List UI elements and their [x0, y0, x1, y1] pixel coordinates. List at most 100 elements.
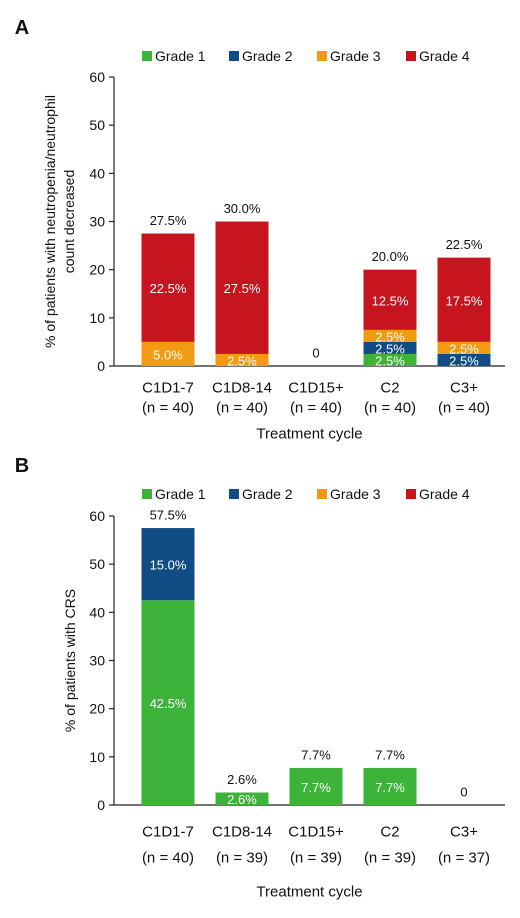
bar-total-label: 2.6%	[227, 772, 257, 787]
x-axis-title: Treatment cycle	[256, 426, 362, 443]
legend-label-grade-2: Grade 2	[242, 48, 293, 64]
bar-total-label: 22.5%	[446, 237, 483, 252]
bar-segment	[363, 353, 417, 366]
x-tick-n-label: (n = 40)	[142, 850, 194, 867]
panel-label: A	[15, 17, 29, 39]
panel-a: A Grade 1 Grade 2 Grade 3 Grade 4 0 10 20 30 40 50…	[15, 17, 505, 443]
x-tick-n-label: (n = 40)	[142, 400, 194, 417]
x-tick-label: C3+	[450, 824, 478, 841]
legend-swatch-grade-4	[406, 489, 416, 499]
bar-segment-label: 27.5%	[224, 281, 261, 296]
bar-segment	[363, 767, 417, 805]
legend-swatch-grade-3	[317, 489, 327, 499]
bar-segment	[141, 528, 195, 601]
bar-segment	[141, 233, 195, 342]
x-tick-label: C1D8-14	[212, 380, 272, 397]
bar-total-label: 7.7%	[375, 747, 405, 762]
bar-total-label: 20.0%	[372, 249, 409, 264]
y-tick-label: 30	[89, 214, 105, 230]
y-tick-label: 10	[89, 310, 105, 326]
bar-segment-label: 42.5%	[150, 696, 187, 711]
bar-segment-label: 7.7%	[375, 780, 405, 795]
bar-segment	[215, 353, 269, 366]
bar-segment	[141, 341, 195, 366]
bar-segment-label: 7.7%	[301, 780, 331, 795]
legend-label-grade-3: Grade 3	[330, 48, 381, 64]
bar-segment-label: 2.5%	[449, 341, 479, 356]
x-tick-label: C1D15+	[288, 824, 344, 841]
x-tick-label: C1D15+	[288, 380, 344, 397]
x-tick-label: C1D8-14	[212, 824, 272, 841]
bar-total-label: 27.5%	[150, 213, 187, 228]
y-tick-label: 60	[89, 508, 105, 524]
bar-segment-label: 12.5%	[372, 293, 409, 308]
y-tick-label: 50	[89, 556, 105, 572]
bar-segment-label: 22.5%	[150, 281, 187, 296]
bar-segment	[141, 600, 195, 805]
legend-label-grade-3: Grade 3	[330, 486, 381, 502]
x-tick-n-label: (n = 39)	[290, 850, 342, 867]
legend-label-grade-4: Grade 4	[419, 48, 470, 64]
bar-segment	[215, 221, 269, 354]
legend-label-grade-1: Grade 1	[155, 48, 206, 64]
legend-label-grade-2: Grade 2	[242, 486, 293, 502]
y-tick-label: 40	[89, 604, 105, 620]
bar-segment-label: 2.5%	[375, 341, 405, 356]
bar-segment-label: 17.5%	[446, 293, 483, 308]
bar-segment-label: 2.5%	[375, 329, 405, 344]
legend-swatch-grade-1	[142, 489, 152, 499]
y-tick-label: 20	[89, 701, 105, 717]
legend-swatch-grade-4	[406, 51, 416, 61]
x-tick-n-label: (n = 40)	[364, 400, 416, 417]
y-tick-label: 60	[89, 69, 105, 85]
legend-label-grade-4: Grade 4	[419, 486, 470, 502]
bar-segment	[289, 767, 343, 805]
y-axis-title-line-2: count decreased	[61, 170, 77, 274]
bar-segment	[437, 341, 491, 354]
x-axis-title: Treatment cycle	[256, 884, 362, 901]
bar-segment	[215, 792, 269, 805]
x-tick-label: C1D1-7	[142, 824, 194, 841]
x-tick-label: C1D1-7	[142, 380, 194, 397]
y-tick-label: 20	[89, 262, 105, 278]
legend-swatch-grade-3	[317, 51, 327, 61]
bar-segment-label: 15.0%	[150, 558, 187, 573]
bar-segment-label: 5.0%	[153, 347, 183, 362]
legend-swatch-grade-1	[142, 51, 152, 61]
y-tick-label: 50	[89, 117, 105, 133]
x-tick-label: C2	[380, 824, 399, 841]
x-tick-n-label: (n = 37)	[438, 850, 490, 867]
x-tick-label: C3+	[450, 380, 478, 397]
panel-b: B Grade 1 Grade 2 Grade 3 Grade 4 0 10 20 30 40 50…	[15, 455, 505, 901]
y-tick-label: 10	[89, 749, 105, 765]
x-tick-n-label: (n = 39)	[364, 850, 416, 867]
bar-segment	[363, 341, 417, 354]
y-tick-label: 0	[97, 358, 105, 374]
x-tick-label: C2	[380, 380, 399, 397]
legend-label-grade-1: Grade 1	[155, 486, 206, 502]
y-tick-label: 40	[89, 165, 105, 181]
bar-segment	[437, 257, 491, 342]
bar-total-label: 7.7%	[301, 747, 331, 762]
x-tick-n-label: (n = 40)	[216, 400, 268, 417]
x-tick-n-label: (n = 39)	[216, 850, 268, 867]
bar-total-label: 30.0%	[224, 201, 261, 216]
bar-segment	[363, 269, 417, 330]
y-tick-label: 30	[89, 653, 105, 669]
bar-total-label: 0	[460, 785, 467, 800]
y-axis-title-line-1: % of patients with neutropenia/neutrophi…	[42, 95, 58, 348]
bar-segment	[437, 353, 491, 366]
bar-segment-label: 2.5%	[375, 353, 405, 368]
bar-segment-label: 2.5%	[449, 353, 479, 368]
x-tick-n-label: (n = 40)	[438, 400, 490, 417]
bar-total-label: 0	[312, 346, 319, 361]
y-tick-label: 0	[97, 797, 105, 813]
bar-segment-label: 2.6%	[227, 792, 257, 807]
legend-swatch-grade-2	[229, 489, 239, 499]
panel-label: B	[15, 455, 29, 477]
bar-segment	[363, 329, 417, 342]
x-tick-n-label: (n = 40)	[290, 400, 342, 417]
bar-total-label: 57.5%	[150, 508, 187, 523]
legend-swatch-grade-2	[229, 51, 239, 61]
